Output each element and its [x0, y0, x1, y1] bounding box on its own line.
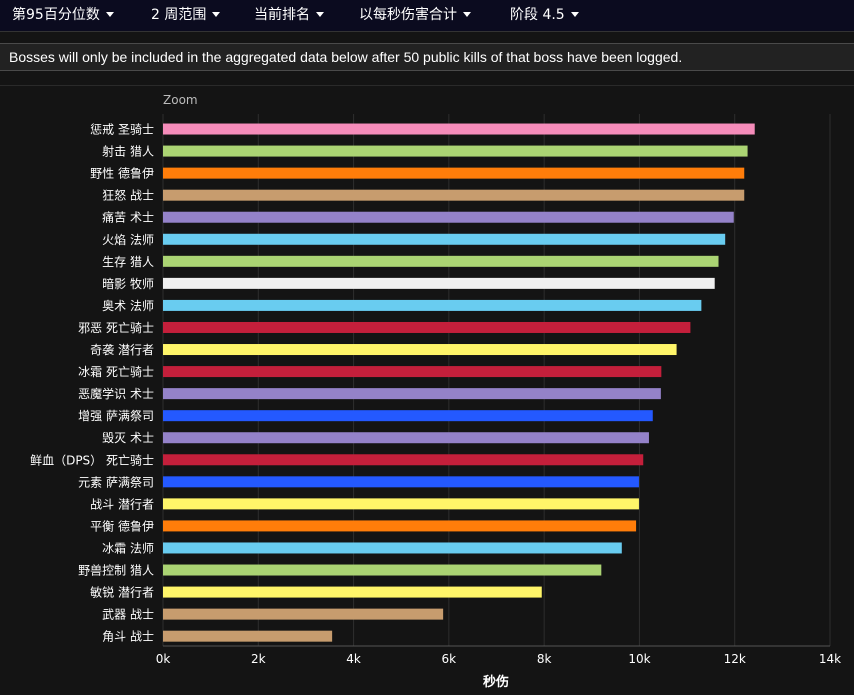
bar[interactable] [163, 476, 639, 488]
bar[interactable] [163, 630, 333, 642]
bar[interactable] [163, 123, 755, 135]
x-tick-label: 4k [346, 652, 361, 666]
x-tick-label: 2k [251, 652, 266, 666]
bar[interactable] [163, 255, 719, 267]
bar[interactable] [163, 299, 702, 311]
time-range-dropdown-label: 2 周范围 [151, 7, 207, 23]
bar[interactable] [163, 586, 542, 598]
category-label: 冰霜 死亡骑士 [78, 365, 154, 379]
ranking-dropdown-label: 当前排名 [254, 7, 310, 23]
bar[interactable] [163, 542, 622, 554]
x-tick-label: 8k [537, 652, 552, 666]
chevron-down-icon [570, 11, 579, 17]
x-tick-label: 14k [819, 652, 841, 666]
x-tick-label: 10k [628, 652, 650, 666]
category-label: 冰霜 法师 [102, 541, 154, 555]
metric-dropdown-label: 以每秒伤害合计 [359, 7, 457, 23]
category-label: 毁灭 术士 [102, 430, 154, 445]
category-label: 奇袭 潜行者 [90, 342, 154, 357]
phase-dropdown[interactable]: 阶段 4.5 [510, 0, 579, 31]
category-label: 惩戒 圣骑士 [90, 123, 154, 137]
notice-banner: Bosses will only be included in the aggr… [0, 43, 854, 71]
filter-bar: 第95百分位数 2 周范围 当前排名 以每秒伤害合计 阶段 4.5 [0, 0, 854, 32]
bar[interactable] [163, 344, 677, 356]
category-label: 增强 萨满祭司 [78, 409, 154, 423]
category-label: 射击 猎人 [102, 144, 154, 159]
category-label: 鲜血（DPS） 死亡骑士 [30, 453, 154, 467]
chevron-down-icon [105, 11, 114, 17]
zoom-label[interactable]: Zoom [163, 93, 198, 107]
bar[interactable] [163, 432, 649, 444]
bar[interactable] [163, 388, 661, 400]
category-label: 平衡 德鲁伊 [90, 518, 154, 533]
phase-dropdown-label: 阶段 4.5 [510, 7, 565, 23]
time-range-dropdown[interactable]: 2 周范围 [151, 0, 221, 31]
category-label: 生存 猎人 [102, 255, 154, 269]
metric-dropdown[interactable]: 以每秒伤害合计 [359, 0, 471, 31]
bar[interactable] [163, 233, 726, 245]
bar[interactable] [163, 366, 662, 378]
bar[interactable] [163, 564, 602, 576]
bar[interactable] [163, 608, 444, 620]
bar[interactable] [163, 167, 745, 179]
bar[interactable] [163, 410, 653, 422]
category-label: 角斗 战士 [102, 630, 154, 644]
category-label: 战斗 潜行者 [90, 497, 154, 511]
x-tick-label: 12k [724, 652, 746, 666]
chevron-down-icon [463, 11, 471, 17]
category-label: 奥术 法师 [102, 299, 154, 313]
chart-grid [162, 114, 831, 647]
category-label: 野性 德鲁伊 [90, 166, 154, 181]
bar[interactable] [163, 189, 745, 201]
chart-x-ticks: 0k 2k 4k 6k 8k 10k 12k 14k [156, 652, 841, 666]
category-label: 元素 萨满祭司 [78, 475, 154, 489]
bar[interactable] [163, 277, 715, 289]
category-label: 恶魔学识 术士 [78, 386, 154, 401]
chart-bars [163, 123, 755, 642]
category-label: 狂怒 战士 [102, 188, 154, 203]
category-label: 邪恶 死亡骑士 [78, 321, 154, 335]
chart-panel: 惩戒 圣骑士射击 猎人野性 德鲁伊狂怒 战士痛苦 术士火焰 法师生存 猎人暗影 … [0, 85, 854, 695]
chevron-down-icon [316, 11, 324, 17]
category-label: 敏锐 潜行者 [90, 585, 154, 600]
bar[interactable] [163, 498, 639, 510]
bar[interactable] [163, 520, 637, 532]
percentile-dropdown[interactable]: 第95百分位数 [12, 0, 114, 31]
category-label: 痛苦 术士 [102, 210, 154, 225]
ranking-dropdown[interactable]: 当前排名 [254, 0, 324, 31]
category-label: 野兽控制 猎人 [78, 564, 154, 578]
chevron-down-icon [212, 11, 221, 17]
bar[interactable] [163, 211, 734, 223]
percentile-dropdown-label: 第95百分位数 [12, 7, 100, 23]
bar[interactable] [163, 454, 644, 466]
category-label: 火焰 法师 [102, 232, 154, 247]
category-label: 暗影 牧师 [102, 276, 154, 291]
x-tick-label: 6k [442, 652, 457, 666]
category-label: 武器 战士 [102, 608, 154, 622]
bar[interactable] [163, 145, 748, 157]
bar[interactable] [163, 321, 691, 333]
x-tick-label: 0k [156, 652, 171, 666]
x-axis-title: 秒伤 [483, 674, 509, 690]
